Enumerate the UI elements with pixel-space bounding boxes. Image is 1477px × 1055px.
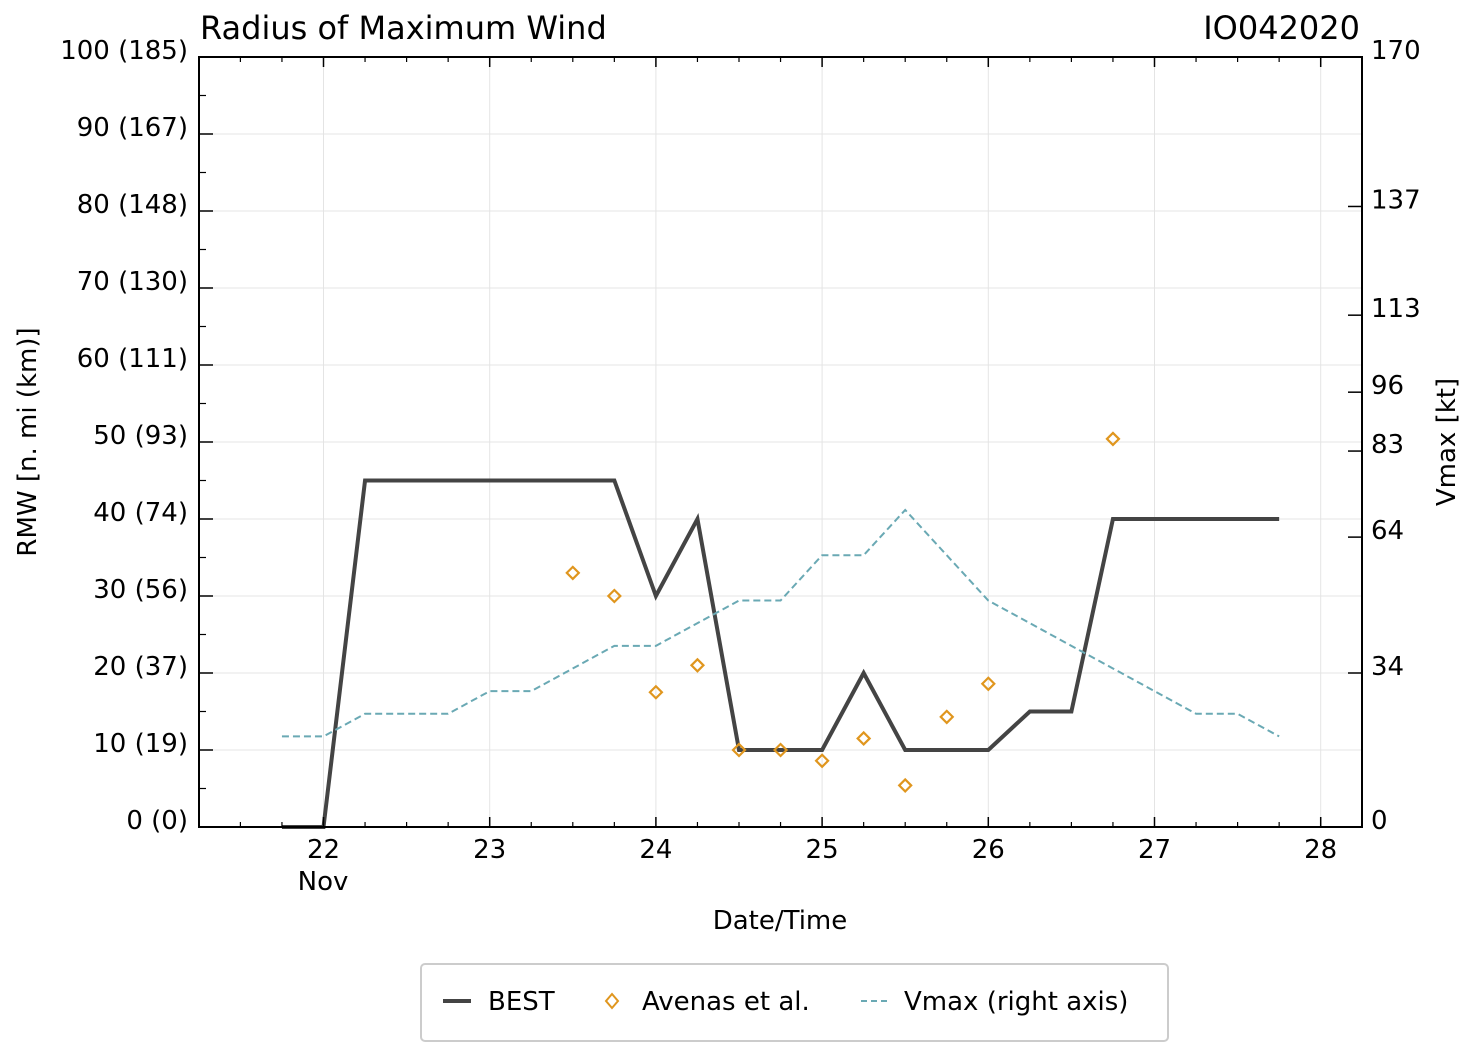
avenas-marker <box>1105 431 1121 447</box>
x-axis-label: Date/Time <box>713 906 848 936</box>
avenas-marker <box>980 676 996 692</box>
best-line <box>281 478 1280 829</box>
y-left-tick-label: 10 (19) <box>93 729 188 759</box>
vmax-line <box>281 508 1280 738</box>
y-right-tick-label: 137 <box>1371 185 1421 215</box>
avenas-marker <box>648 684 664 700</box>
y-right-tick-label: 34 <box>1371 652 1404 682</box>
legend-vmax-label: Vmax (right axis) <box>904 987 1128 1017</box>
legend-box <box>420 963 1169 1042</box>
legend: BEST Avenas et al. Vmax (right axis) <box>420 963 1169 1042</box>
avenas-marker <box>897 777 913 793</box>
avenas-marker <box>856 730 872 747</box>
legend-best-label: BEST <box>488 987 555 1017</box>
y-left-tick-label: 50 (93) <box>93 421 188 451</box>
grid-lines <box>199 57 1362 827</box>
avenas-marker <box>814 753 830 769</box>
y-right-tick-label: 170 <box>1371 36 1421 66</box>
chart-title: Radius of Maximum Wind <box>200 9 607 47</box>
avenas-marker <box>689 657 706 673</box>
x-month-label: Nov <box>298 867 349 897</box>
x-tick-label: 28 <box>1304 835 1337 865</box>
y-right-tick-label: 96 <box>1371 371 1404 401</box>
y-left-tick-label: 80 (148) <box>77 190 188 220</box>
y-left-tick-label: 40 (74) <box>93 498 188 528</box>
storm-id: IO042020 <box>1203 9 1360 47</box>
y-left-tick-label: 100 (185) <box>60 36 188 66</box>
y-right-tick-label: 113 <box>1371 294 1421 324</box>
plot-series <box>281 431 1280 829</box>
y-right-tick-label: 64 <box>1371 516 1404 546</box>
y-left-tick-label: 20 (37) <box>93 652 188 682</box>
y-left-tick-label: 70 (130) <box>77 267 188 297</box>
x-tick-label: 26 <box>972 835 1005 865</box>
y-left-tick-label: 60 (111) <box>77 344 188 374</box>
y-left-tick-label: 0 (0) <box>126 806 188 836</box>
avenas-marker <box>731 742 747 758</box>
legend-avenas-swatch <box>604 992 620 1010</box>
avenas-marker <box>772 742 789 758</box>
axis-ticks: 22 23 24 25 26 27 28 0 (0) 10 (19) 20 (37) 30 (56)… <box>60 36 1420 865</box>
y-axis-label-right: Vmax [kt] <box>1432 378 1462 506</box>
avenas-marker <box>606 588 622 604</box>
x-tick-label: 25 <box>806 835 839 865</box>
x-tick-label: 22 <box>307 835 340 865</box>
y-right-tick-label: 83 <box>1371 430 1404 460</box>
legend-avenas-label: Avenas et al. <box>642 987 810 1017</box>
x-tick-label: 27 <box>1138 835 1171 865</box>
y-axis-label-left: RMW [n. mi (km)] <box>13 327 43 556</box>
x-tick-label: 23 <box>473 835 506 865</box>
y-left-tick-label: 30 (56) <box>93 575 188 605</box>
avenas-marker <box>939 709 955 725</box>
x-tick-label: 24 <box>639 835 672 865</box>
y-right-tick-label: 0 <box>1371 806 1388 836</box>
y-left-tick-label: 90 (167) <box>77 113 188 143</box>
avenas-marker <box>565 565 581 581</box>
